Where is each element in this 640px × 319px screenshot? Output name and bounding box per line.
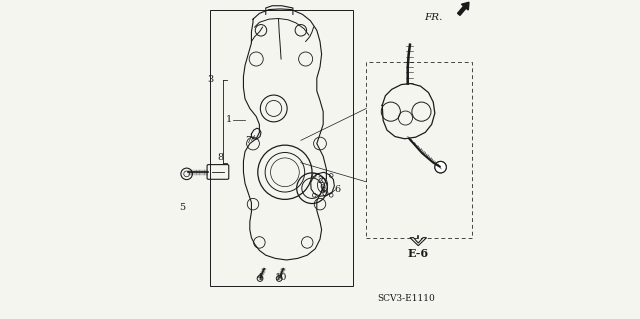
Bar — [366, 62, 472, 238]
Text: 9: 9 — [320, 184, 326, 193]
Text: 2: 2 — [317, 176, 323, 185]
Text: FR.: FR. — [424, 13, 443, 22]
Text: 10: 10 — [275, 273, 287, 282]
Text: 5: 5 — [179, 203, 185, 212]
Text: 7: 7 — [245, 136, 252, 145]
Polygon shape — [410, 238, 426, 246]
Text: 3: 3 — [207, 75, 213, 84]
Circle shape — [435, 161, 446, 173]
FancyArrow shape — [458, 2, 469, 15]
Text: 6: 6 — [335, 185, 340, 194]
Text: 4: 4 — [256, 273, 262, 282]
Text: 8: 8 — [217, 153, 223, 162]
Text: SCV3-E1110: SCV3-E1110 — [377, 294, 435, 303]
Text: 1: 1 — [226, 115, 232, 124]
Text: E-6: E-6 — [408, 248, 429, 259]
Bar — [210, 10, 353, 286]
